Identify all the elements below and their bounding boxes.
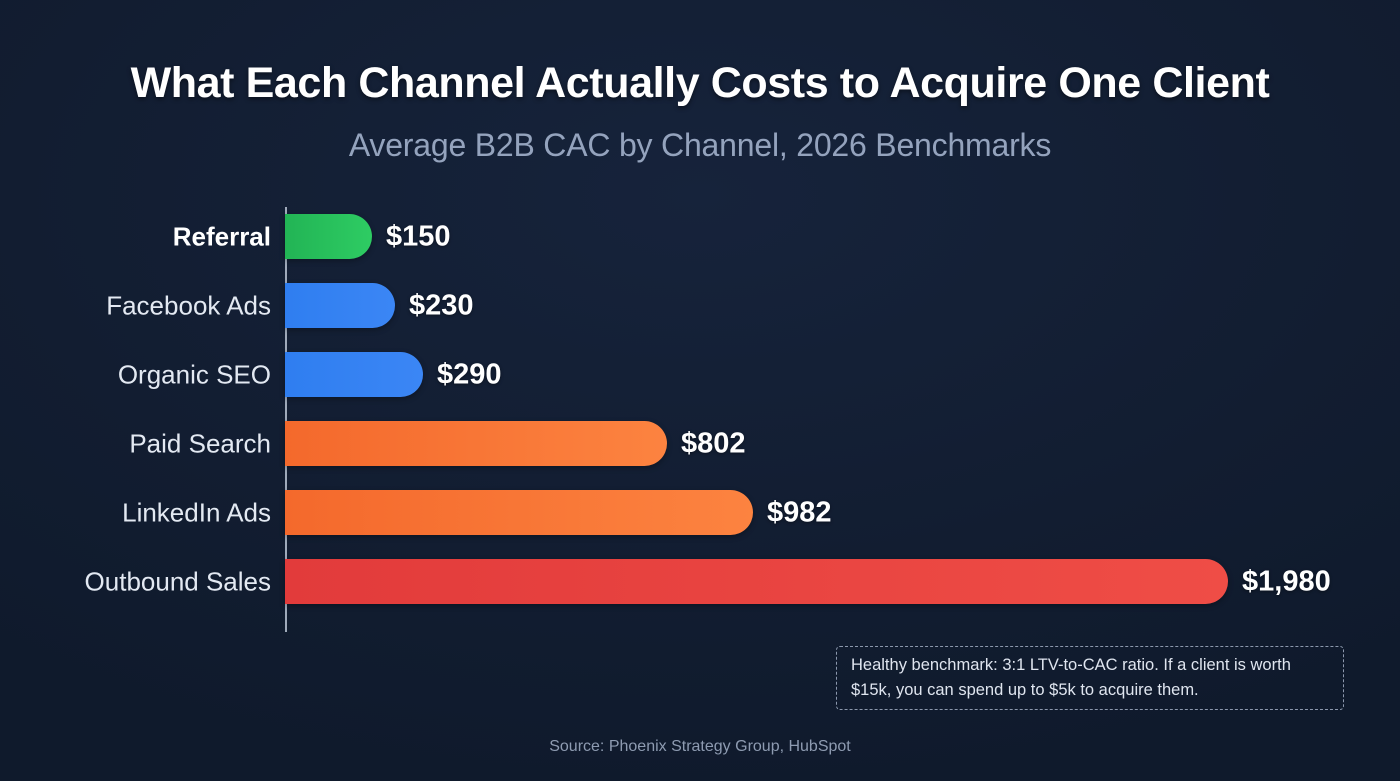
bar-category-label: Outbound Sales	[84, 566, 271, 596]
y-axis-line	[285, 207, 287, 632]
bar-category-label: Facebook Ads	[106, 290, 271, 320]
bar-row: Paid Search $802	[0, 421, 1400, 466]
bar-value-label: $290	[437, 358, 502, 390]
bar-referral[interactable]	[285, 214, 372, 259]
bar-row: Referral $150	[0, 214, 1400, 259]
chart-title: What Each Channel Actually Costs to Acqu…	[130, 59, 1270, 107]
plot-area: Referral $150 Facebook Ads $230 Organic SEO $…	[0, 207, 1400, 632]
bar-row: Outbound Sales $1,980	[0, 559, 1400, 604]
source-caption: Source: Phoenix Strategy Group, HubSpot	[549, 738, 851, 755]
bar-organic-seo[interactable]	[285, 352, 423, 397]
bar-value-label: $1,980	[1242, 565, 1331, 597]
bar-paid-search[interactable]	[285, 421, 667, 466]
bar-row: Facebook Ads $230	[0, 283, 1400, 328]
bar-facebook-ads[interactable]	[285, 283, 395, 328]
bar-linkedin-ads[interactable]	[285, 490, 753, 535]
bar-value-label: $230	[409, 289, 474, 321]
bar-value-label: $982	[767, 496, 832, 528]
bar-category-label: Paid Search	[129, 428, 271, 458]
bar-row: Organic SEO $290	[0, 352, 1400, 397]
bar-outbound-sales[interactable]	[285, 559, 1228, 604]
chart-subtitle: Average B2B CAC by Channel, 2026 Benchma…	[348, 127, 1052, 163]
bar-category-label: Referral	[172, 221, 271, 251]
bar-row: LinkedIn Ads $982	[0, 490, 1400, 535]
benchmark-annotation-text: Healthy benchmark: 3:1 LTV-to-CAC ratio.…	[851, 656, 1291, 699]
bar-category-label: Organic SEO	[117, 359, 271, 389]
bar-value-label: $802	[681, 427, 746, 459]
benchmark-annotation-box: Healthy benchmark: 3:1 LTV-to-CAC ratio.…	[836, 646, 1344, 710]
bar-category-label: LinkedIn Ads	[122, 497, 271, 527]
bar-value-label: $150	[386, 220, 451, 252]
